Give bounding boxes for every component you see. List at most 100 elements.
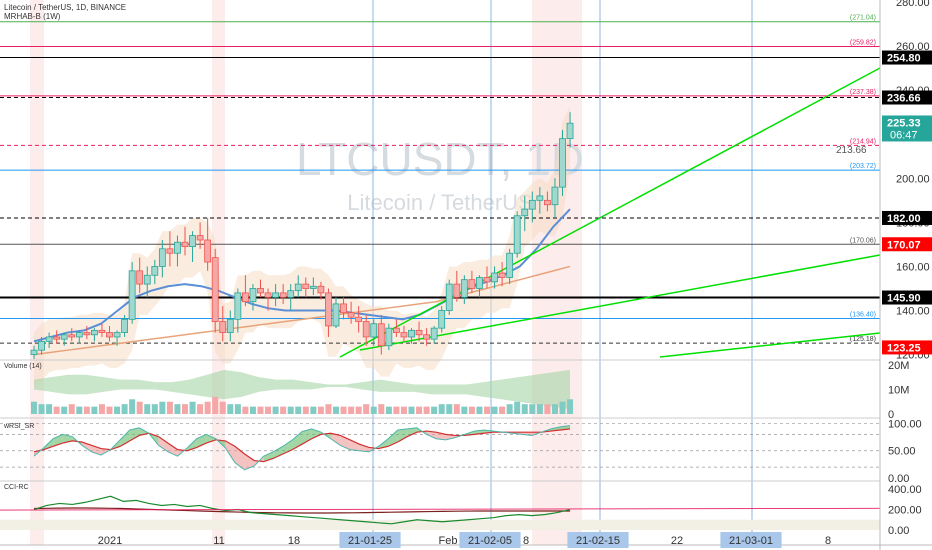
- volume-bar: [114, 406, 121, 414]
- rsi-tick-label: 50.00: [888, 446, 916, 458]
- price-tag-bg-1: [882, 237, 932, 252]
- volume-bar: [68, 404, 75, 414]
- candle-body: [226, 318, 234, 333]
- trend-line-3: [659, 332, 881, 358]
- level-tag-label-2: 254.80: [887, 53, 921, 65]
- candle-body: [68, 334, 76, 338]
- hidden-price-label: 213.66: [836, 145, 867, 156]
- volume-bar: [400, 406, 407, 414]
- candle-body: [559, 138, 566, 188]
- volume-bar: [423, 406, 430, 414]
- volume-bar: [567, 399, 574, 414]
- rsi-fill-segment: [388, 430, 398, 447]
- volume-bar: [31, 401, 37, 414]
- candle-body: [370, 323, 378, 338]
- volume-bar: [219, 401, 226, 414]
- candle-body: [257, 288, 264, 294]
- volume-pane[interactable]: [0, 359, 880, 414]
- volume-bar: [310, 406, 317, 414]
- volume-bar: [393, 406, 400, 414]
- volume-pane-title: Volume (14): [4, 363, 42, 370]
- rsi-fill-segment: [522, 432, 532, 436]
- volume-bar: [499, 406, 506, 414]
- candle-body: [219, 321, 227, 333]
- candle-body: [408, 329, 415, 338]
- volume-bar: [551, 404, 558, 414]
- volume-bar: [280, 406, 287, 414]
- candle-body: [53, 336, 61, 340]
- candle-body: [60, 334, 68, 340]
- candle-body: [355, 316, 363, 322]
- volume-bar: [136, 401, 143, 414]
- volume-bar: [249, 406, 256, 414]
- x-tick-label: 8: [825, 535, 831, 547]
- cci-pane[interactable]: [0, 480, 881, 530]
- volume-bar: [491, 406, 498, 414]
- volume-bar: [151, 404, 158, 414]
- volume-bar: [91, 406, 98, 414]
- level-tag-label-9: 145.90: [887, 293, 921, 305]
- candle-body: [166, 248, 174, 254]
- candle-body: [45, 336, 53, 342]
- ma-slow-line: [33, 265, 571, 356]
- rsi-fill-segment: [426, 431, 437, 439]
- candle-body: [551, 186, 559, 206]
- price-pane[interactable]: (271.04) (259.82) (237.38) (214.94) (203.72)…: [0, 0, 881, 545]
- volume-bar: [317, 406, 324, 414]
- candle-body: [91, 329, 98, 336]
- volume-bar: [536, 404, 543, 414]
- level-tag-label-7: 182.00: [887, 213, 921, 225]
- cci-baseline: [33, 507, 571, 514]
- cci-line: [33, 495, 571, 525]
- price-tag-label-2: 123.25: [887, 342, 921, 354]
- candle-body: [415, 329, 423, 336]
- level-label-6: (203.72): [850, 163, 876, 170]
- x-label-bg: [339, 532, 401, 548]
- volume-bar: [446, 404, 453, 414]
- rsi-fill-segment: [263, 451, 274, 462]
- x-tick-label: Feb: [439, 535, 458, 547]
- candle-body: [483, 277, 491, 283]
- candle-body: [30, 349, 38, 355]
- volume-bar: [514, 401, 521, 414]
- candle-body: [181, 241, 189, 248]
- x-tick-label: 21-02-15: [576, 535, 620, 547]
- rsi-fill-segment: [302, 428, 312, 445]
- volume-bar: [438, 404, 445, 414]
- cci-tick-label: 200.00: [888, 505, 922, 517]
- candle-body: [272, 292, 280, 298]
- volume-bar: [189, 401, 196, 414]
- candle-body: [476, 277, 483, 289]
- rsi-fill-segment: [244, 454, 255, 470]
- cloud-area: [34, 105, 571, 386]
- price-tag-label-0: 225.33: [887, 117, 921, 129]
- candle-body: [430, 327, 438, 340]
- rsi-signal-line: [33, 428, 571, 463]
- candle-body: [317, 285, 325, 294]
- candle-body: [332, 303, 340, 327]
- highlight-band-2: [532, 0, 582, 545]
- candle-body: [279, 292, 287, 298]
- volume-bar: [355, 406, 362, 414]
- candle-body: [392, 327, 400, 333]
- level-tag-bg-7: [882, 210, 932, 225]
- rsi-fill-segment: [407, 427, 417, 437]
- volume-bar: [468, 406, 475, 414]
- level-label-1: (259.82): [850, 39, 876, 46]
- level-label-10: (136.40): [850, 311, 876, 318]
- volume-bar: [265, 406, 272, 414]
- volume-bar: [484, 406, 490, 414]
- y-tick-label: 280.00: [896, 0, 930, 9]
- volume-bar: [348, 406, 355, 414]
- cci-tick-label: 0.00: [888, 525, 909, 537]
- wrsi-pane[interactable]: [0, 417, 880, 471]
- volume-bar: [453, 404, 460, 414]
- volume-bar: [242, 406, 249, 414]
- level-label-8: (170.06): [850, 237, 876, 244]
- volume-bar: [174, 404, 181, 414]
- rsi-fill-segment: [273, 446, 283, 459]
- volume-bar: [197, 404, 204, 414]
- volume-bar: [83, 406, 90, 414]
